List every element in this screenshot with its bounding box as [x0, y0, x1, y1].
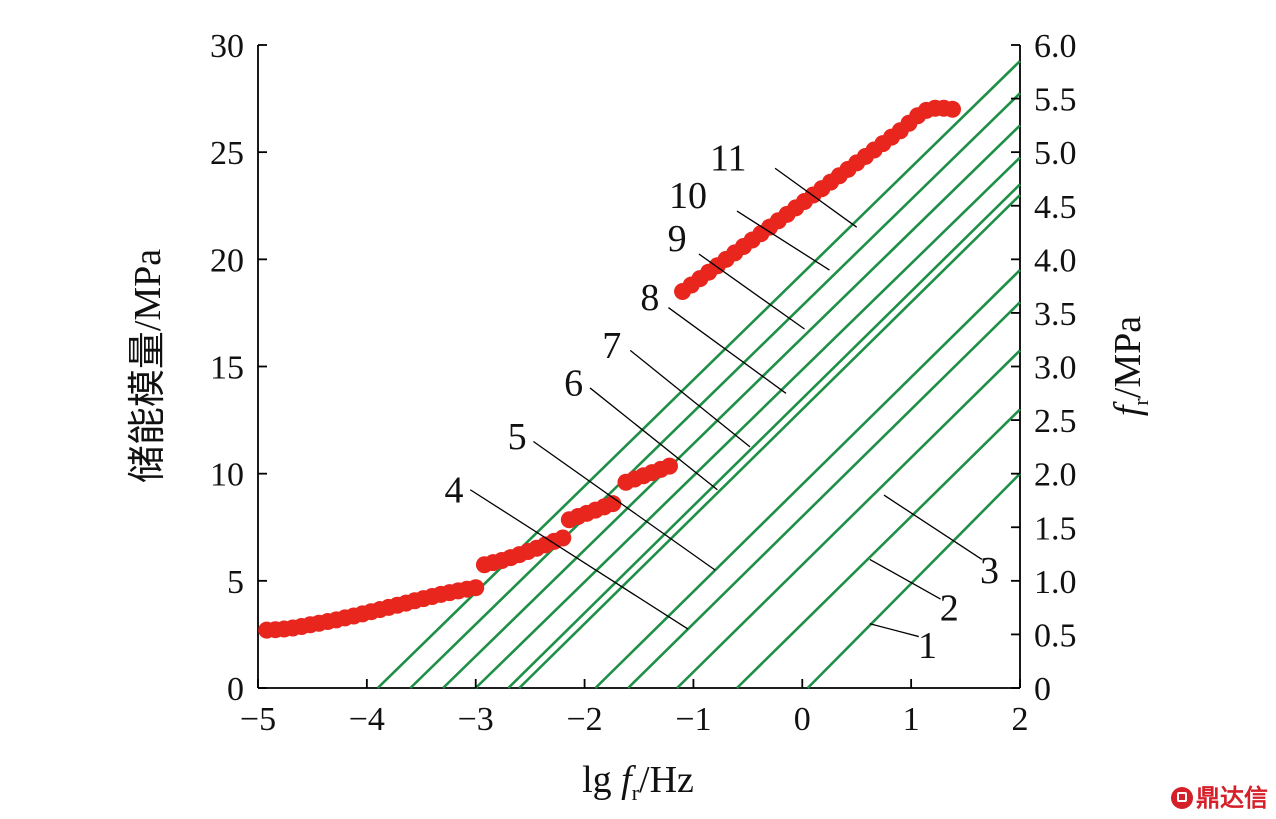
- fr-line-3: [676, 349, 1021, 689]
- y-right-axis-title-unit: /MPa: [1107, 316, 1149, 398]
- watermark-text: 鼎达信: [1196, 784, 1268, 812]
- y-left-tick-label-2: 10: [210, 457, 244, 494]
- y-right-tick-label-7: 3.5: [1034, 296, 1077, 333]
- fr-line-4: [627, 301, 1021, 689]
- x-axis-title: lg fr/Hz: [582, 759, 694, 805]
- y-right-tick-label-4: 2.0: [1034, 457, 1077, 494]
- annotation-label-3: 3: [980, 550, 999, 592]
- annotation-label-1: 1: [918, 625, 937, 667]
- fr-line-2: [736, 408, 1021, 689]
- x-tick-label-4: −1: [675, 701, 711, 738]
- annotation-leader-11: [774, 167, 858, 228]
- plot-frame: [257, 45, 1021, 689]
- y-right-tick-label-0: 0: [1034, 671, 1051, 708]
- y-left-axis-title: 储能模量/MPa: [127, 249, 169, 483]
- x-axis-title-unit: /Hz: [639, 759, 694, 801]
- fr-line-5: [594, 269, 1021, 689]
- annotation-leader-3: [883, 494, 983, 560]
- y-left-tick-label-3: 15: [210, 350, 244, 387]
- y-left-tick-label-4: 20: [210, 242, 244, 279]
- watermark-logo-icon: [1171, 787, 1193, 809]
- fr-line-8: [474, 156, 1021, 689]
- data-point-25: [467, 579, 485, 597]
- x-tick-label-2: −3: [458, 701, 494, 738]
- annotation-leader-2: [869, 558, 941, 600]
- annotation-label-8: 8: [640, 277, 659, 319]
- y-right-tick-label-9: 4.5: [1034, 189, 1077, 226]
- fr-lines-group: [376, 60, 1021, 689]
- y-right-tick-label-11: 5.5: [1034, 82, 1077, 119]
- x-tick-label-0: −5: [240, 701, 276, 738]
- y-right-tick-label-8: 4.0: [1034, 242, 1077, 279]
- annotation-leader-5: [533, 440, 716, 571]
- x-tick-label-5: 0: [794, 701, 811, 738]
- fr-line-7: [507, 183, 1021, 689]
- annotation-leader-8: [668, 307, 787, 394]
- annotation-label-11: 11: [710, 138, 747, 180]
- data-point-47: [660, 457, 678, 475]
- y-left-tick-label-6: 30: [210, 28, 244, 65]
- annotation-label-9: 9: [668, 218, 687, 260]
- annotation-leader-1: [869, 623, 919, 638]
- y-right-axis-title-sub: r: [1128, 398, 1153, 406]
- y-left-tick-label-0: 0: [227, 671, 244, 708]
- y-left-tick-label-1: 5: [227, 564, 244, 601]
- annotation-label-4: 4: [444, 470, 463, 512]
- fr-line-11: [376, 60, 1021, 689]
- x-axis-title-main: lg: [582, 759, 621, 801]
- y-right-tick-label-1: 0.5: [1034, 617, 1077, 654]
- y-right-tick-label-10: 5.0: [1034, 135, 1077, 172]
- data-point-79: [944, 100, 962, 118]
- y-right-tick-label-6: 3.0: [1034, 350, 1077, 387]
- y-left-tick-label-5: 25: [210, 135, 244, 172]
- annotation-label-5: 5: [508, 416, 527, 458]
- y-right-tick-label-3: 1.5: [1034, 510, 1077, 547]
- annotation-label-10: 10: [669, 175, 707, 217]
- annotation-leader-10: [736, 210, 830, 271]
- data-point-35: [554, 529, 572, 547]
- x-tick-label-7: 2: [1012, 701, 1029, 738]
- annotation-label-2: 2: [940, 588, 959, 630]
- storage-modulus-points: [258, 99, 962, 639]
- x-tick-label-6: 1: [903, 701, 920, 738]
- data-point-41: [604, 495, 622, 513]
- annotation-leader-9: [698, 253, 805, 330]
- y-right-axis-title: fr/MPa: [1107, 316, 1153, 416]
- annotation-leader-4: [469, 489, 689, 630]
- y-right-tick-label-12: 6.0: [1034, 28, 1077, 65]
- y-right-tick-label-5: 2.5: [1034, 403, 1077, 440]
- annotation-label-7: 7: [602, 325, 621, 367]
- annotation-label-6: 6: [564, 363, 583, 405]
- x-tick-label-3: −2: [566, 701, 602, 738]
- watermark: 鼎达信: [1171, 778, 1268, 813]
- fr-line-10: [409, 92, 1021, 689]
- annotation-leader-6: [589, 387, 718, 491]
- annotation-leader-7: [629, 349, 751, 448]
- fr-line-6: [518, 194, 1021, 689]
- x-tick-label-1: −4: [349, 701, 385, 738]
- fr-line-1: [806, 472, 1021, 689]
- fr-line-9: [442, 124, 1021, 689]
- y-right-tick-label-2: 1.0: [1034, 564, 1077, 601]
- x-axis-title-sub: r: [632, 780, 640, 805]
- axis-ticks: −5 −4 −3 −2 −1 0 1 205101520253000.51.01.52.02.…: [210, 28, 1077, 738]
